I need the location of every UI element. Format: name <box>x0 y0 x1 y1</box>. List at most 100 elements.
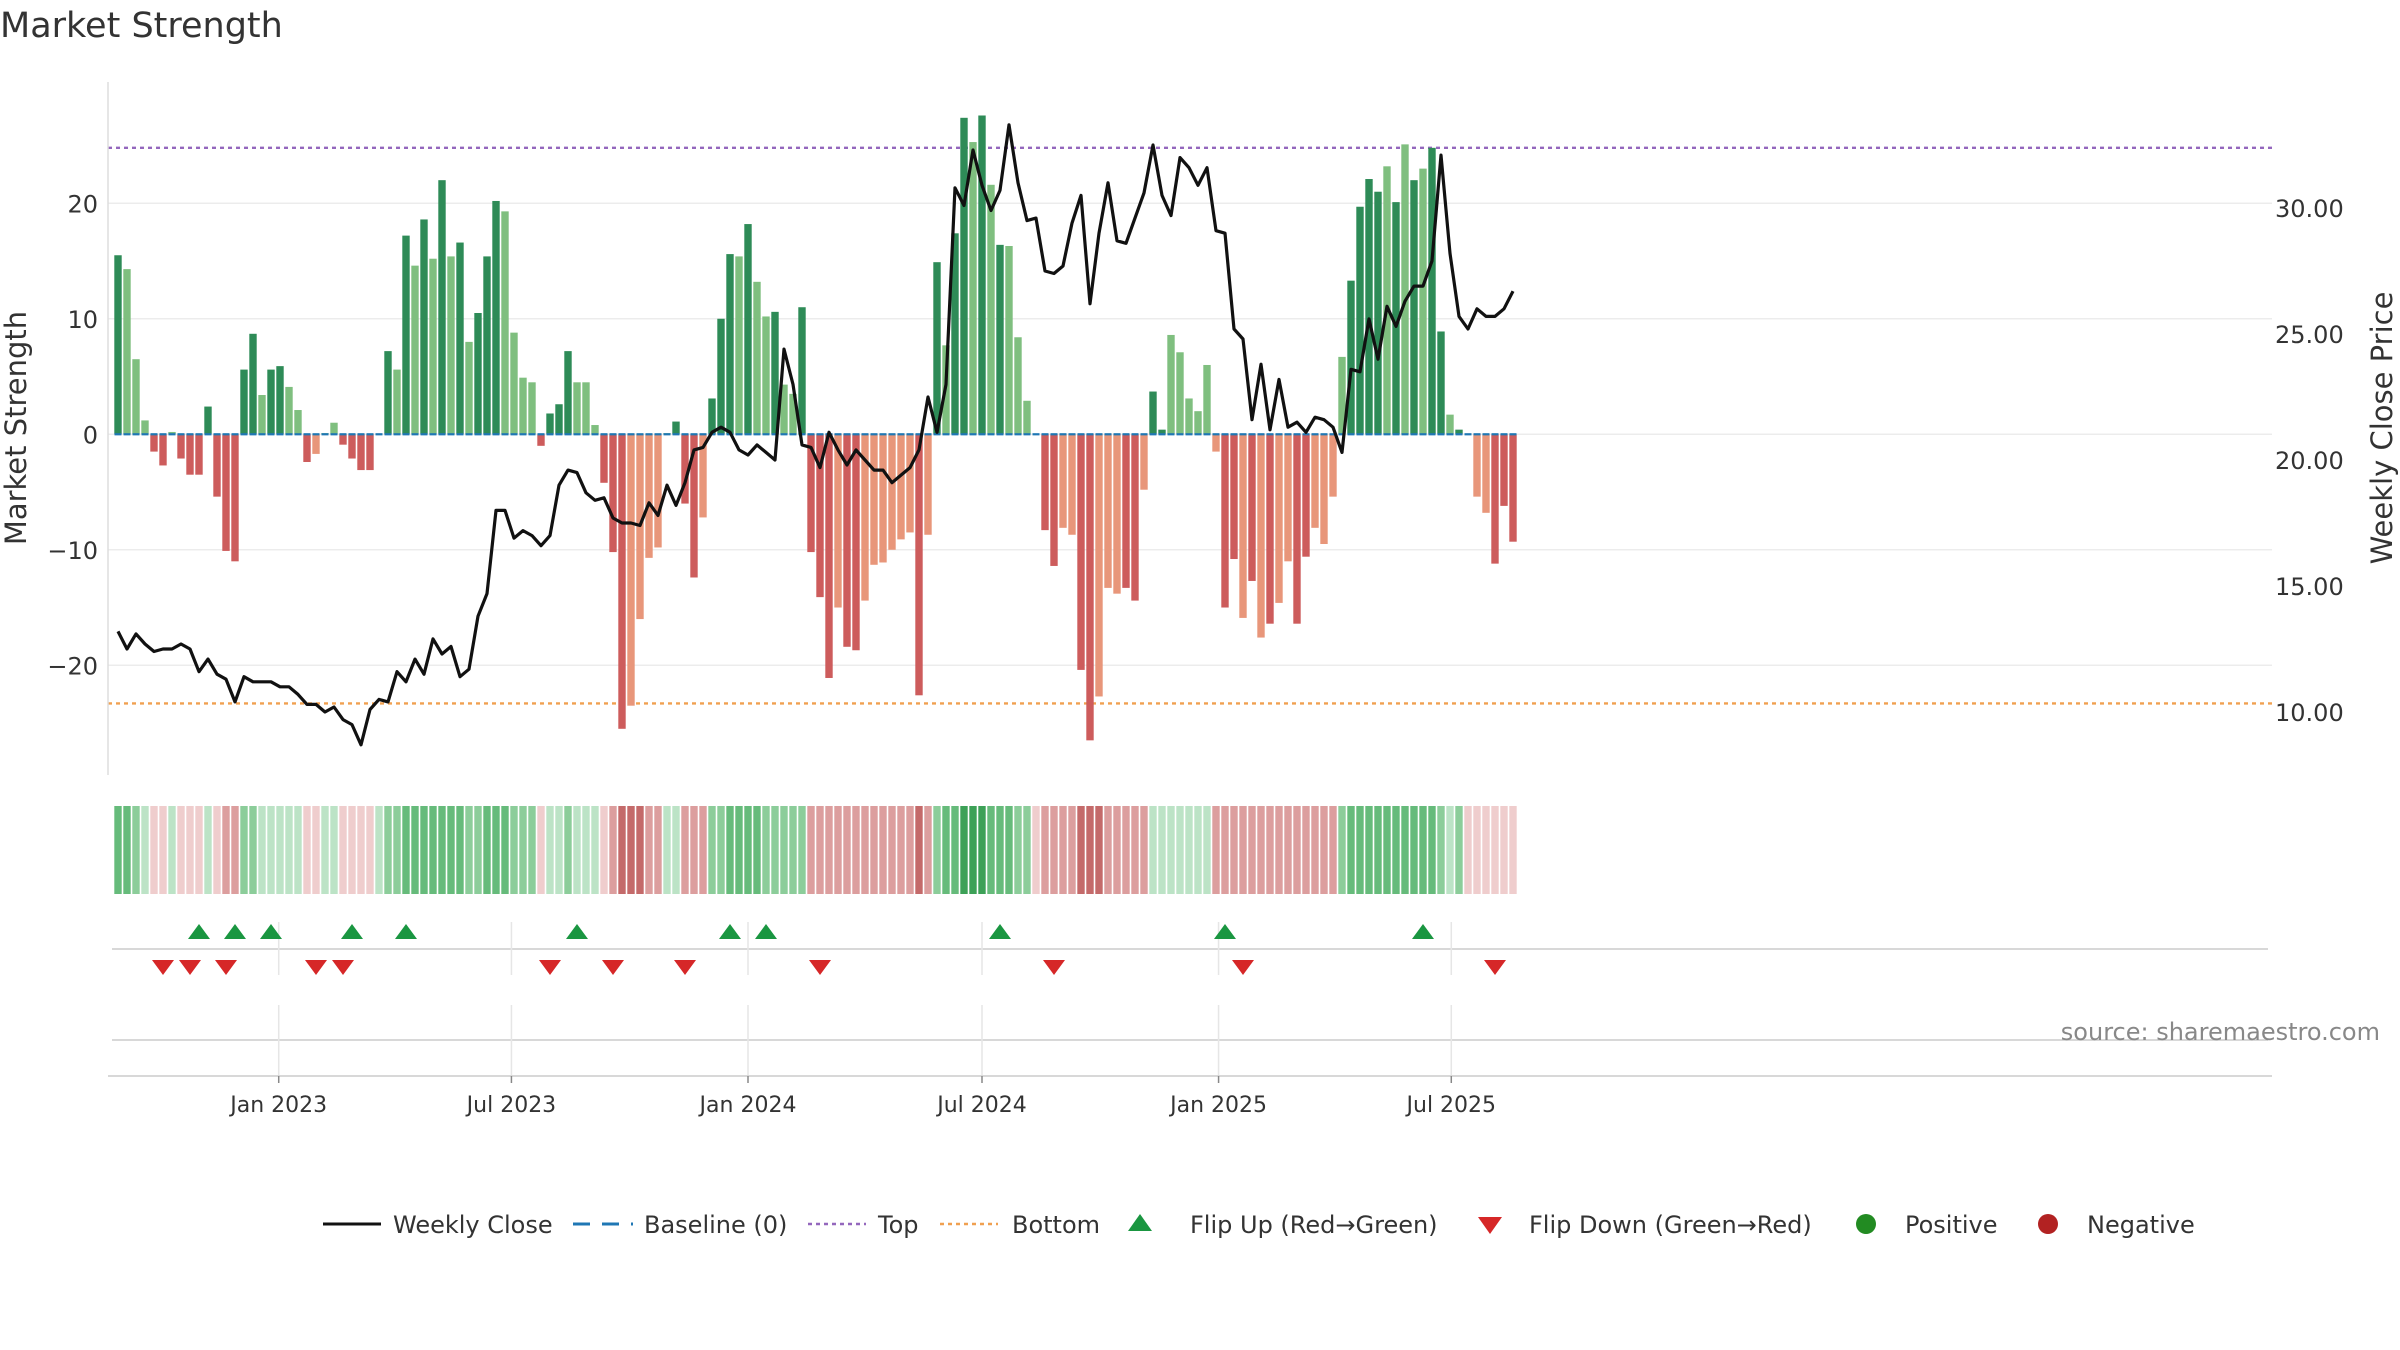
flip-down-marker <box>332 960 354 975</box>
flip-up-marker <box>1214 924 1236 939</box>
strength-bar <box>1131 434 1139 601</box>
heat-cell <box>1293 806 1301 894</box>
strength-bar <box>843 434 851 647</box>
close-line-group <box>116 123 1515 747</box>
x-tick-label: Jul 2024 <box>935 1093 1027 1118</box>
heat-cell <box>1230 806 1238 894</box>
heat-cell <box>1284 806 1292 894</box>
strength-bar <box>933 262 941 435</box>
strength-bar <box>1410 180 1418 435</box>
y2-tick-label: 25.00 <box>2275 321 2344 349</box>
heat-cell <box>1356 806 1364 894</box>
strength-bar <box>690 434 698 578</box>
heat-cell <box>897 806 905 894</box>
strength-bar <box>519 377 527 435</box>
heat-cell <box>771 806 779 894</box>
heat-cell <box>438 806 446 894</box>
heat-cell <box>1176 806 1184 894</box>
strength-bar <box>1014 337 1022 435</box>
heat-cell <box>132 806 140 894</box>
strength-bar <box>546 413 554 435</box>
heat-cell <box>1419 806 1427 894</box>
y-tick-label: 0 <box>83 421 98 449</box>
heat-cell <box>789 806 797 894</box>
heat-cell <box>321 806 329 894</box>
strength-bar <box>753 281 761 435</box>
strength-bars <box>114 115 1517 741</box>
strength-bar <box>1167 334 1175 435</box>
heat-cell <box>1131 806 1139 894</box>
heat-cell <box>1329 806 1337 894</box>
heat-cell <box>1482 806 1490 894</box>
strength-bar <box>150 434 158 452</box>
heat-cell <box>1257 806 1265 894</box>
flip-down-marker <box>602 960 624 975</box>
strength-bar <box>1455 429 1463 435</box>
heat-cell <box>339 806 347 894</box>
strength-bar <box>555 404 563 435</box>
heat-cell <box>636 806 644 894</box>
strength-bar <box>384 351 392 435</box>
heat-cell <box>969 806 977 894</box>
x-tick-label: Jan 2023 <box>228 1093 327 1118</box>
strength-bar <box>1095 434 1103 697</box>
heat-cell <box>1374 806 1382 894</box>
strength-bar <box>573 382 581 435</box>
heat-cell <box>312 806 320 894</box>
heat-cell <box>798 806 806 894</box>
legend-label: Positive <box>1905 1211 1998 1239</box>
heat-cell <box>258 806 266 894</box>
legend-label: Weekly Close <box>393 1211 553 1239</box>
heat-cell <box>690 806 698 894</box>
heat-cell <box>1410 806 1418 894</box>
strength-bar <box>447 256 455 435</box>
strength-bar <box>249 333 257 435</box>
heat-cell <box>168 806 176 894</box>
heat-cell <box>1068 806 1076 894</box>
strength-bar <box>276 366 284 435</box>
heat-cell <box>717 806 725 894</box>
strength-bar <box>1068 434 1076 535</box>
strength-bar <box>717 318 725 435</box>
heat-cell <box>555 806 563 894</box>
heat-cell <box>1275 806 1283 894</box>
heat-cell <box>978 806 986 894</box>
weekly-close-line <box>116 123 1515 747</box>
strength-bar <box>285 386 293 435</box>
heat-cell <box>537 806 545 894</box>
legend-label: Flip Down (Green→Red) <box>1529 1211 1812 1239</box>
heat-cell <box>1491 806 1499 894</box>
heat-cell <box>600 806 608 894</box>
strength-bar <box>1392 202 1400 435</box>
heat-cell <box>1266 806 1274 894</box>
heat-cell <box>843 806 851 894</box>
strength-bar <box>1311 434 1319 528</box>
strength-bar <box>195 434 203 475</box>
heat-cell <box>582 806 590 894</box>
flip-down-marker <box>809 960 831 975</box>
heat-cell <box>366 806 374 894</box>
legend-label: Bottom <box>1012 1211 1100 1239</box>
flip-up-marker <box>566 924 588 939</box>
heat-cell <box>384 806 392 894</box>
strength-bar <box>1473 434 1481 497</box>
strength-bar <box>735 256 743 435</box>
strength-bar <box>951 233 959 435</box>
flip-markers <box>112 922 2268 1075</box>
heat-cell <box>888 806 896 894</box>
x-tick-label: Jan 2025 <box>1168 1093 1267 1118</box>
heat-cell <box>933 806 941 894</box>
strength-bar <box>1338 356 1346 435</box>
heat-cell <box>1158 806 1166 894</box>
strength-bar <box>978 115 986 435</box>
strength-bar <box>834 434 842 608</box>
heat-cell <box>645 806 653 894</box>
flip-up-marker <box>989 924 1011 939</box>
flip-up-marker <box>188 924 210 939</box>
heat-cell <box>348 806 356 894</box>
strength-bar <box>897 434 905 540</box>
heat-cell <box>240 806 248 894</box>
strength-bar <box>825 434 833 678</box>
heat-cell <box>294 806 302 894</box>
y-tick-label: −10 <box>47 537 98 565</box>
